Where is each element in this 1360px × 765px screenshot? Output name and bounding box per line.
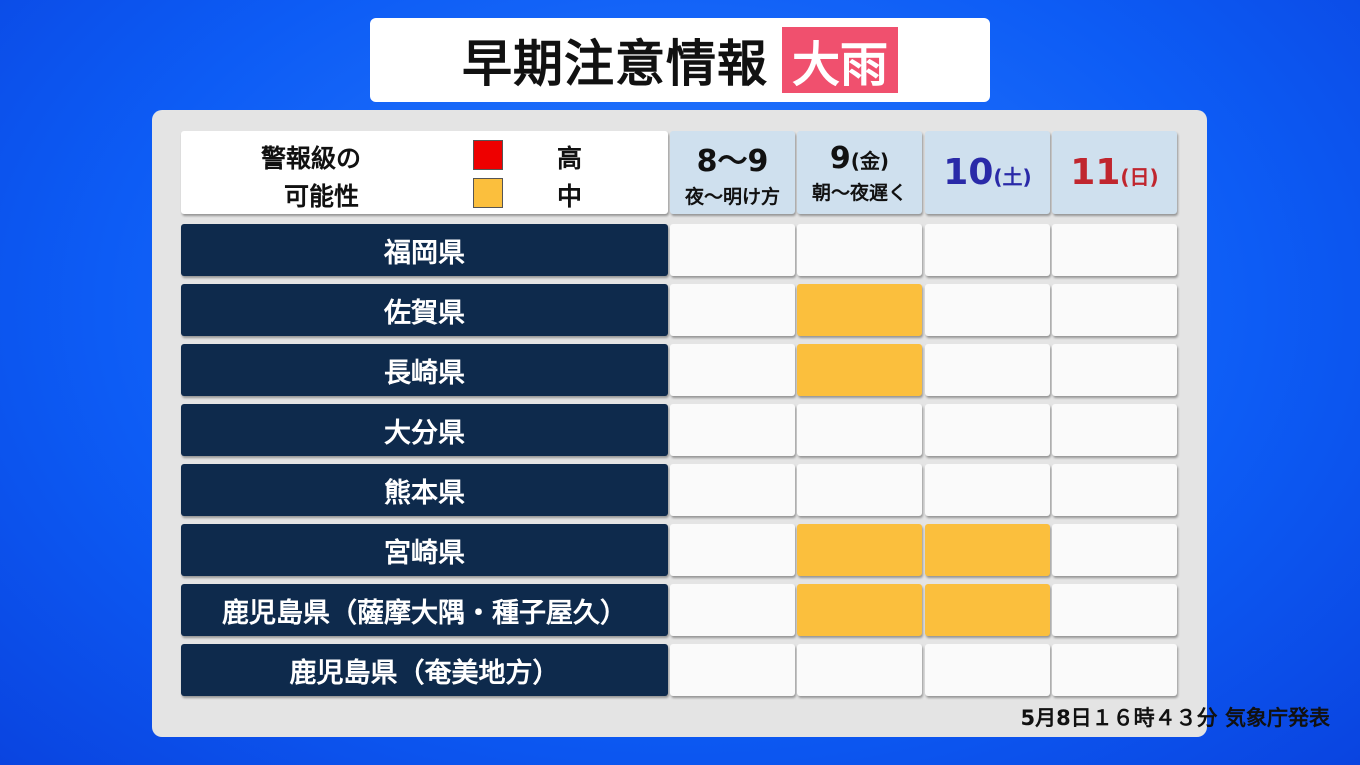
level-cell-none (925, 344, 1050, 396)
level-cell-none (1052, 584, 1177, 636)
level-cell-none (1052, 644, 1177, 696)
level-cell-none (1052, 344, 1177, 396)
prefecture-label: 佐賀県 (181, 284, 668, 336)
column-date: 10 (943, 152, 994, 193)
page-title: 早期注意情報 (461, 35, 768, 93)
legend-label-line2: 可能性 (284, 182, 360, 211)
level-cell-none (1052, 524, 1177, 576)
level-cell-none (797, 224, 922, 276)
level-cell-none (1052, 404, 1177, 456)
prefecture-label: 大分県 (181, 404, 668, 456)
level-cell-none (1052, 224, 1177, 276)
level-cell-none (925, 644, 1050, 696)
column-period: 朝〜夜遅く (811, 181, 907, 204)
level-cell-none (1052, 284, 1177, 336)
level-cell-none (925, 464, 1050, 516)
issued-note: 5月8日１６時４３分 気象庁発表 (1020, 706, 1330, 730)
column-weekday: (日) (1120, 165, 1159, 189)
level-cell-none (670, 644, 795, 696)
legend-high-swatch (473, 140, 503, 170)
level-cell-none (1052, 464, 1177, 516)
title-box: 早期注意情報 大雨 (370, 18, 990, 102)
level-cell-none (670, 524, 795, 576)
prefecture-label: 鹿児島県（薩摩大隅・種子屋久） (181, 584, 668, 636)
level-cell-medium (925, 584, 1050, 636)
column-date: 11 (1070, 152, 1121, 193)
prefecture-label: 鹿児島県（奄美地方） (181, 644, 668, 696)
level-cell-medium (797, 344, 922, 396)
level-cell-none (797, 644, 922, 696)
column-header: 10(土) (925, 131, 1050, 214)
level-cell-none (670, 224, 795, 276)
legend-medium-swatch (473, 178, 503, 208)
level-cell-medium (797, 584, 922, 636)
level-cell-medium (797, 524, 922, 576)
level-cell-none (797, 404, 922, 456)
column-weekday: (金) (850, 148, 890, 173)
level-cell-none (670, 404, 795, 456)
column-header: 11(日) (1052, 131, 1177, 214)
prefecture-label: 熊本県 (181, 464, 668, 516)
legend-label-line1: 警報級の (261, 144, 362, 173)
level-cell-none (670, 464, 795, 516)
legend-medium-label: 中 (557, 182, 583, 211)
level-cell-none (797, 464, 922, 516)
level-cell-medium (797, 284, 922, 336)
level-cell-none (925, 224, 1050, 276)
legend-high-label: 高 (557, 144, 583, 173)
level-cell-medium (925, 524, 1050, 576)
level-cell-none (670, 284, 795, 336)
column-weekday: (土) (993, 165, 1032, 189)
level-cell-none (925, 404, 1050, 456)
level-cell-none (670, 584, 795, 636)
column-period: 夜〜明け方 (684, 186, 780, 208)
column-date: 9 (829, 140, 851, 176)
prefecture-label: 宮崎県 (181, 524, 668, 576)
column-header: 8〜9 夜〜明け方 (670, 131, 795, 214)
legend: 警報級の 可能性 高 中 (181, 131, 668, 214)
prefecture-label: 福岡県 (181, 224, 668, 276)
prefecture-label: 長崎県 (181, 344, 668, 396)
warning-type-badge: 大雨 (781, 27, 898, 93)
column-header: 9(金) 朝〜夜遅く (797, 131, 922, 214)
level-cell-none (925, 284, 1050, 336)
column-date: 8〜9 (696, 144, 769, 179)
level-cell-none (670, 344, 795, 396)
